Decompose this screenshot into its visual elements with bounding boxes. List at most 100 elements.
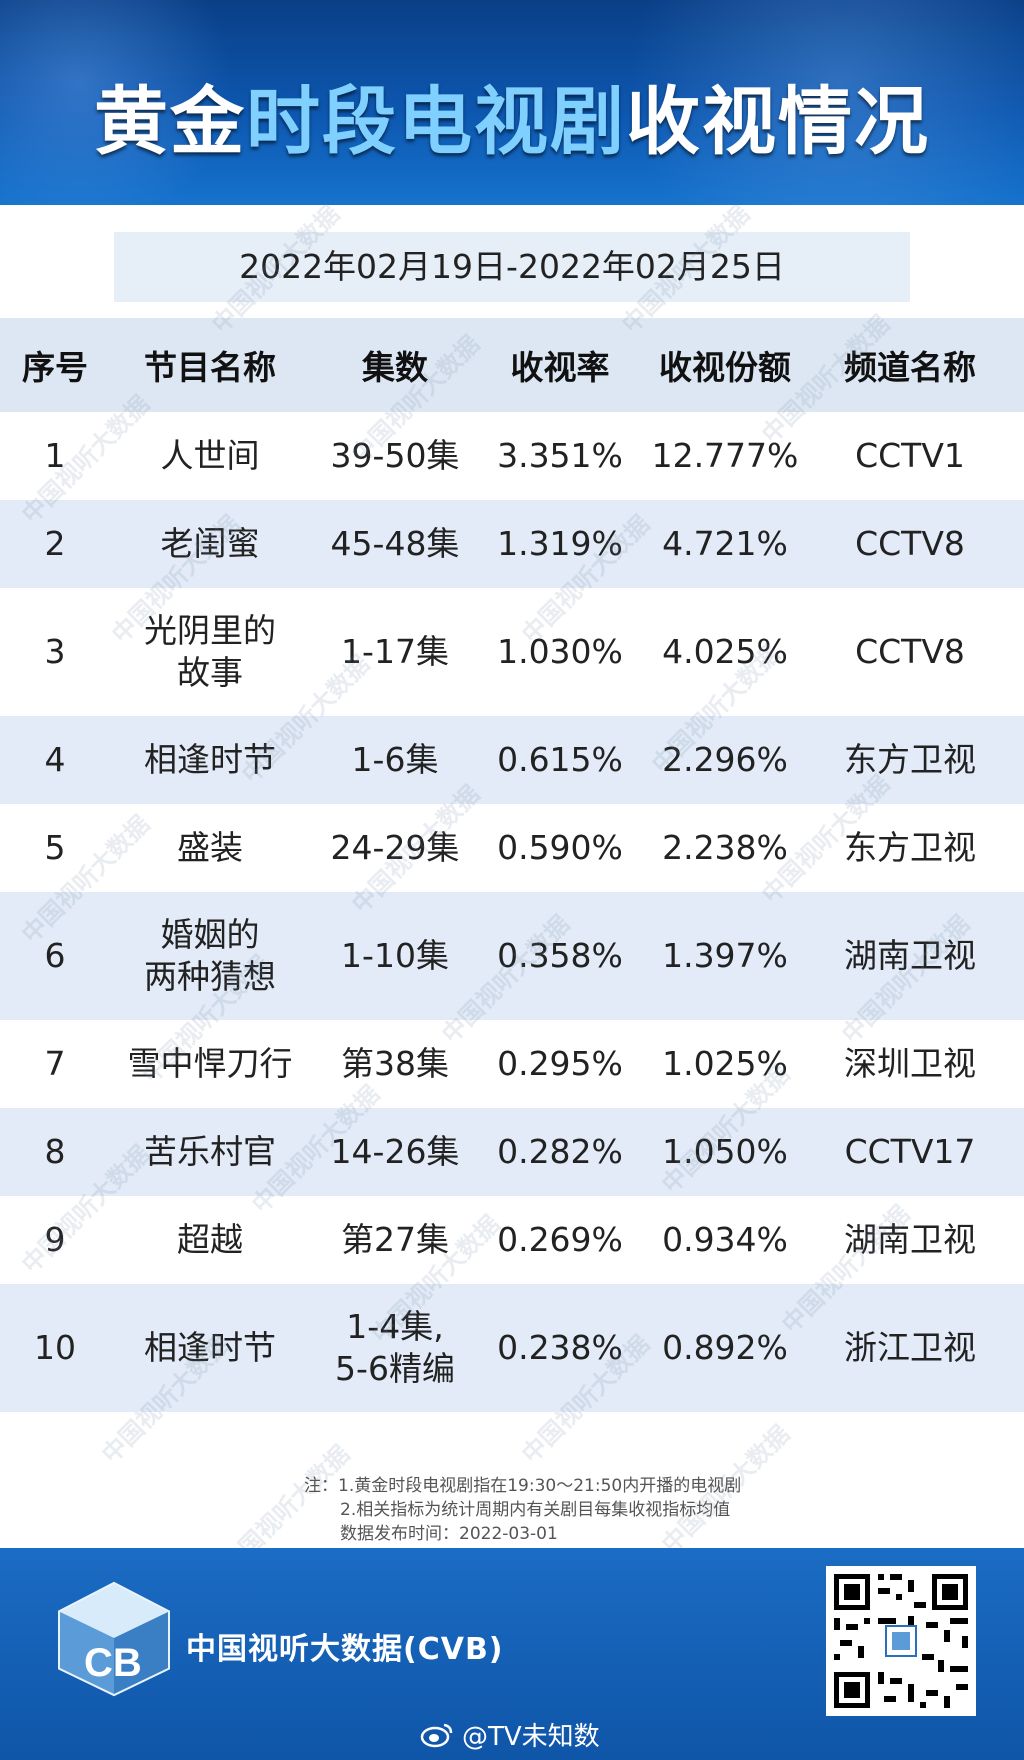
- footnotes: 注：1.黄金时段电视剧指在19:30～21:50内开播的电视剧 2.相关指标为统…: [304, 1474, 741, 1546]
- weibo-attribution: @TV未知数: [420, 1716, 600, 1753]
- cell-rank: 9: [44, 1220, 66, 1259]
- cell-channel: 湖南卫视: [844, 1220, 976, 1259]
- table-row: 8 苦乐村官 14-26集 0.282% 1.050% CCTV17: [0, 1108, 1024, 1196]
- cell-rating: 1.030%: [497, 632, 623, 671]
- cell-program-name-line1: 相逢时节: [144, 740, 276, 779]
- title-part-2: 时段: [246, 79, 398, 165]
- cell-share: 0.892%: [662, 1328, 788, 1367]
- header-episodes: 集数: [362, 348, 428, 387]
- cell-rating: 0.282%: [497, 1132, 623, 1171]
- cell-program-name-line1: 婚姻的: [160, 915, 260, 954]
- title-part-1: 黄金: [94, 79, 246, 165]
- cell-episodes: 1-4集, 5-6精编: [310, 1306, 480, 1390]
- cell-channel: CCTV17: [844, 1132, 976, 1171]
- cell-rank: 1: [44, 436, 66, 475]
- cell-channel: CCTV8: [855, 524, 965, 563]
- cell-rating: 0.615%: [497, 740, 623, 779]
- cell-program-name: 雪中悍刀行: [110, 1043, 310, 1085]
- title-part-4: 收视情况: [626, 79, 930, 165]
- cell-episodes: 45-48集: [330, 524, 460, 563]
- table-row: 4 相逢时节 1-6集 0.615% 2.296% 东方卫视: [0, 716, 1024, 804]
- cell-rating: 1.319%: [497, 524, 623, 563]
- cell-rating: 3.351%: [497, 436, 623, 475]
- table-row: 7 雪中悍刀行 第38集 0.295% 1.025% 深圳卫视: [0, 1020, 1024, 1108]
- cell-rating: 0.295%: [497, 1044, 623, 1083]
- cell-rank: 7: [44, 1044, 66, 1083]
- cell-rating: 0.238%: [497, 1328, 623, 1367]
- header-rating: 收视率: [510, 348, 610, 387]
- cell-program-name-line1: 人世间: [160, 436, 260, 475]
- cell-episodes-line1: 1-4集,: [346, 1307, 444, 1346]
- footnote-publish-date: 数据发布时间：2022-03-01: [340, 1524, 558, 1544]
- cell-channel: 深圳卫视: [844, 1044, 976, 1083]
- cell-episodes: 1-6集: [351, 740, 439, 779]
- cell-channel: CCTV1: [855, 436, 965, 475]
- cell-program-name-line1: 相逢时节: [144, 1328, 276, 1367]
- cell-program-name: 超越: [110, 1219, 310, 1261]
- cell-share: 4.721%: [662, 524, 788, 563]
- cell-episodes: 39-50集: [330, 436, 460, 475]
- cell-program-name-line1: 光阴里的: [144, 611, 276, 650]
- cell-channel: 浙江卫视: [844, 1328, 976, 1367]
- cell-program-name: 光阴里的 故事: [110, 610, 310, 694]
- table-row: 5 盛装 24-29集 0.590% 2.238% 东方卫视: [0, 804, 1024, 892]
- cell-rank: 2: [44, 524, 66, 563]
- header-share: 收视份额: [659, 348, 791, 387]
- cell-program-name-line2: 故事: [177, 653, 243, 692]
- cell-program-name-line1: 苦乐村官: [144, 1132, 276, 1171]
- cell-channel: 湖南卫视: [844, 936, 976, 975]
- brand-name: 中国视听大数据(CVB): [186, 1632, 504, 1667]
- cell-episodes: 第38集: [341, 1044, 449, 1083]
- cell-rank: 6: [44, 936, 66, 975]
- table-row: 10 相逢时节 1-4集, 5-6精编 0.238% 0.892% 浙江卫视: [0, 1284, 1024, 1412]
- cell-channel: 东方卫视: [844, 828, 976, 867]
- cell-episodes: 1-17集: [341, 632, 449, 671]
- qr-code: [826, 1566, 976, 1716]
- cell-rank: 4: [44, 740, 66, 779]
- cell-channel: 东方卫视: [844, 740, 976, 779]
- header-banner: [0, 0, 1024, 205]
- cell-share: 1.025%: [662, 1044, 788, 1083]
- cell-program-name: 相逢时节: [110, 1327, 310, 1369]
- footnote-1: 注：1.黄金时段电视剧指在19:30～21:50内开播的电视剧: [304, 1476, 742, 1496]
- cell-program-name-line1: 老闺蜜: [160, 524, 260, 563]
- cell-share: 1.397%: [662, 936, 788, 975]
- cell-channel: CCTV8: [855, 632, 965, 671]
- cell-rating: 0.269%: [497, 1220, 623, 1259]
- cell-share: 1.050%: [662, 1132, 788, 1171]
- page-title: 黄金时段电视剧收视情况: [0, 62, 1024, 169]
- weibo-icon: [420, 1723, 453, 1747]
- cell-rank: 10: [34, 1328, 76, 1367]
- date-range: 2022年02月19日-2022年02月25日: [114, 232, 910, 302]
- table-row: 3 光阴里的 故事 1-17集 1.030% 4.025% CCTV8: [0, 588, 1024, 716]
- cell-program-name: 婚姻的 两种猜想: [110, 914, 310, 998]
- cell-program-name: 相逢时节: [110, 739, 310, 781]
- header-glow: [564, 0, 1024, 205]
- table-row: 9 超越 第27集 0.269% 0.934% 湖南卫视: [0, 1196, 1024, 1284]
- header-channel: 频道名称: [844, 348, 976, 387]
- cell-episodes-line2: 5-6精编: [335, 1349, 455, 1388]
- cell-program-name: 盛装: [110, 827, 310, 869]
- footnote-2: 2.相关指标为统计周期内有关剧目每集收视指标均值: [340, 1500, 731, 1520]
- cell-rating: 0.358%: [497, 936, 623, 975]
- cell-share: 2.296%: [662, 740, 788, 779]
- header-program-name: 节目名称: [144, 348, 276, 387]
- cell-program-name-line1: 盛装: [177, 828, 243, 867]
- cvb-logo-icon: CB: [58, 1581, 170, 1697]
- cell-episodes: 第27集: [341, 1220, 449, 1259]
- cell-episodes: 24-29集: [330, 828, 460, 867]
- cell-rank: 8: [44, 1132, 66, 1171]
- header-rank: 序号: [22, 348, 88, 387]
- qr-code-icon: [826, 1566, 976, 1716]
- cell-program-name: 人世间: [110, 435, 310, 477]
- logo-letters: CB: [84, 1641, 142, 1685]
- cell-episodes: 1-10集: [341, 936, 449, 975]
- cell-program-name-line1: 雪中悍刀行: [127, 1044, 293, 1083]
- table-row: 1 人世间 39-50集 3.351% 12.777% CCTV1: [0, 412, 1024, 500]
- cell-share: 2.238%: [662, 828, 788, 867]
- cell-episodes: 14-26集: [330, 1132, 460, 1171]
- cell-program-name: 老闺蜜: [110, 523, 310, 565]
- cell-rating: 0.590%: [497, 828, 623, 867]
- ratings-table: 序号 节目名称 集数 收视率 收视份额 频道名称 1 人世间 39-50集 3.…: [0, 318, 1024, 1412]
- header-decoration: [0, 0, 260, 205]
